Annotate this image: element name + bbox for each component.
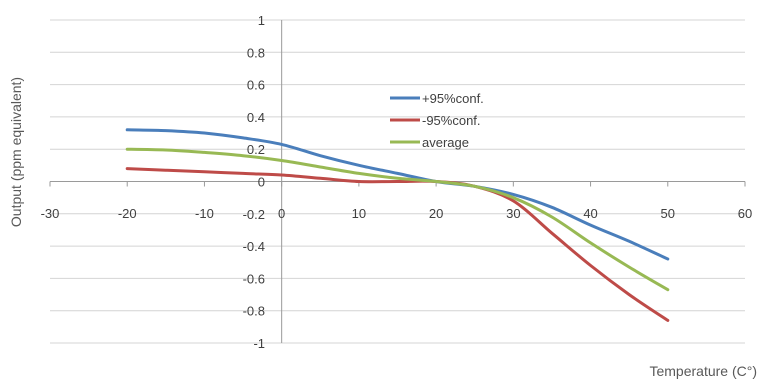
- y-tick-label: 0.4: [247, 110, 265, 125]
- legend-label: +95%conf.: [422, 91, 484, 106]
- legend-label: -95%conf.: [422, 113, 481, 128]
- y-tick-label: 0.6: [247, 78, 265, 93]
- y-tick-label: -1: [253, 336, 265, 351]
- y-tick-label: -0.4: [243, 239, 265, 254]
- x-tick-label: -30: [41, 206, 60, 221]
- legend-label: average: [422, 135, 469, 150]
- x-tick-label: 50: [661, 206, 675, 221]
- gridlines: [50, 19, 745, 344]
- y-tick-label: -0.2: [243, 207, 265, 222]
- y-tick-label: -0.6: [243, 271, 265, 286]
- series-line-0: [125, 128, 670, 261]
- y-tick-label: 1: [258, 13, 265, 28]
- series-line-2: [125, 147, 670, 292]
- series-lines: [125, 128, 670, 322]
- y-tick-label: 0: [258, 175, 265, 190]
- y-tick-labels: 1 0.8 0.6 0.4 0.2 0 -0.2 -0.4 -0.6 -0.8 -1: [243, 13, 265, 351]
- y-tick-label: 0.2: [247, 142, 265, 157]
- y-tick-label: 0.8: [247, 45, 265, 60]
- x-tick-label: 10: [352, 206, 366, 221]
- x-tick-label: -20: [118, 206, 137, 221]
- legend: +95%conf. -95%conf. average: [390, 91, 484, 150]
- y-tick-label: -0.8: [243, 304, 265, 319]
- y-axis-label: Output (ppm equivalent): [8, 77, 24, 227]
- x-axis-label: Temperature (C°): [649, 363, 757, 379]
- x-tick-label: 20: [429, 206, 443, 221]
- x-tick-label: 0: [278, 206, 285, 221]
- x-tick-label: 60: [738, 206, 752, 221]
- x-tick-labels: -30 -20 -10 0 10 20 30 40 50 60: [41, 206, 753, 221]
- x-tick-label: -10: [195, 206, 214, 221]
- series-line-1: [125, 167, 670, 322]
- x-tick-label: 40: [583, 206, 597, 221]
- x-tick-label: 30: [506, 206, 520, 221]
